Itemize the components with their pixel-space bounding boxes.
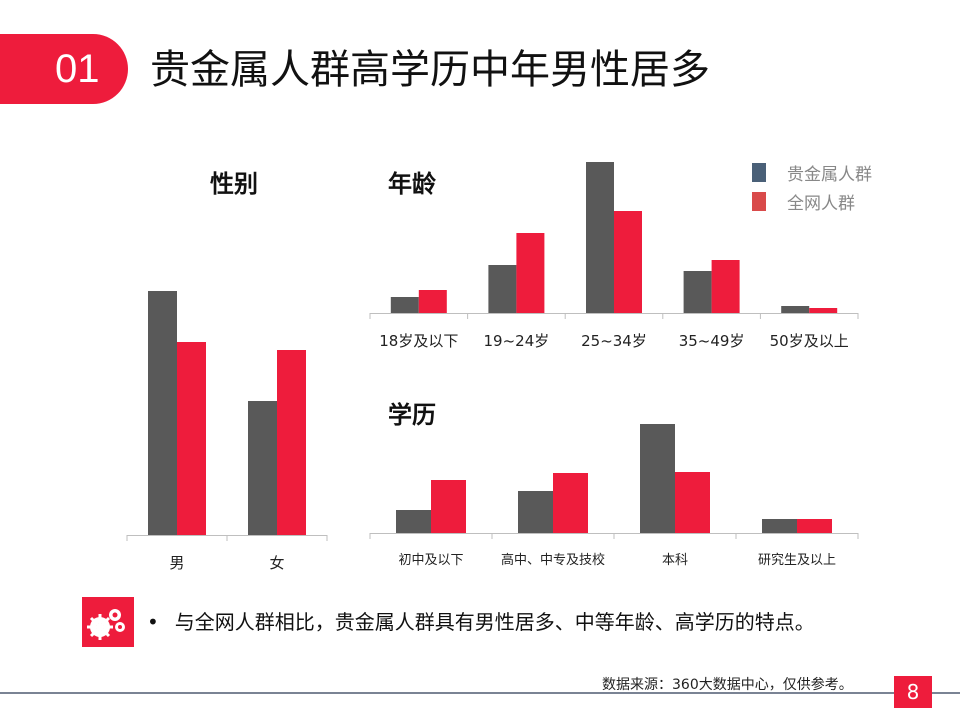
category-label: 本科 xyxy=(661,553,688,568)
category-label: 男 xyxy=(169,554,185,572)
bar-all-users xyxy=(177,342,206,535)
age-chart-title: 年龄 xyxy=(388,170,436,198)
legend-item: 贵金属人群 xyxy=(752,158,872,187)
bar-all-users xyxy=(516,233,545,313)
category-label: 25~34岁 xyxy=(581,332,647,350)
education-chart-title: 学历 xyxy=(388,401,436,429)
bar-all-users xyxy=(431,480,466,533)
gender-chart-title: 性别 xyxy=(210,170,258,198)
legend-item: 全网人群 xyxy=(752,187,872,216)
summary-note: • 与全网人群相比，贵金属人群具有男性居多、中等年龄、高学历的特点。 xyxy=(147,610,815,634)
category-label: 18岁及以下 xyxy=(379,332,459,350)
bar-precious-metal xyxy=(148,291,177,535)
page-number: 8 xyxy=(894,676,932,708)
category-label: 50岁及以上 xyxy=(769,332,849,350)
legend-swatch xyxy=(752,163,766,182)
bar-precious-metal xyxy=(396,510,431,533)
bar-precious-metal xyxy=(762,519,797,533)
bar-all-users xyxy=(614,211,642,313)
legend-swatch xyxy=(752,192,766,211)
category-label: 35~49岁 xyxy=(678,332,745,350)
gears-icon xyxy=(82,597,134,647)
bar-all-users xyxy=(675,472,710,533)
bar-all-users xyxy=(809,308,838,313)
bar-all-users xyxy=(553,473,588,533)
bar-precious-metal xyxy=(683,271,712,313)
legend: 贵金属人群 全网人群 xyxy=(752,158,872,216)
bar-precious-metal xyxy=(390,297,419,313)
category-label: 研究生及以上 xyxy=(757,553,836,568)
bar-precious-metal xyxy=(248,401,277,535)
bar-precious-metal xyxy=(640,424,675,533)
category-label: 高中、中专及技校 xyxy=(500,553,605,568)
bar-all-users xyxy=(797,519,832,533)
bar-precious-metal xyxy=(586,162,614,313)
bar-precious-metal xyxy=(488,265,517,313)
bar-all-users xyxy=(277,350,306,535)
category-label: 女 xyxy=(269,554,285,572)
footer-divider xyxy=(0,692,960,694)
data-source: 数据来源：360大数据中心，仅供参考。 xyxy=(602,677,853,693)
section-number: 01 xyxy=(0,34,128,104)
bar-precious-metal xyxy=(781,306,810,313)
category-label: 初中及以下 xyxy=(398,553,464,568)
bar-all-users xyxy=(711,260,740,313)
bar-precious-metal xyxy=(518,491,553,533)
page-title: 贵金属人群高学历中年男性居多 xyxy=(150,47,710,93)
category-label: 19~24岁 xyxy=(483,332,550,350)
bar-all-users xyxy=(418,290,447,313)
